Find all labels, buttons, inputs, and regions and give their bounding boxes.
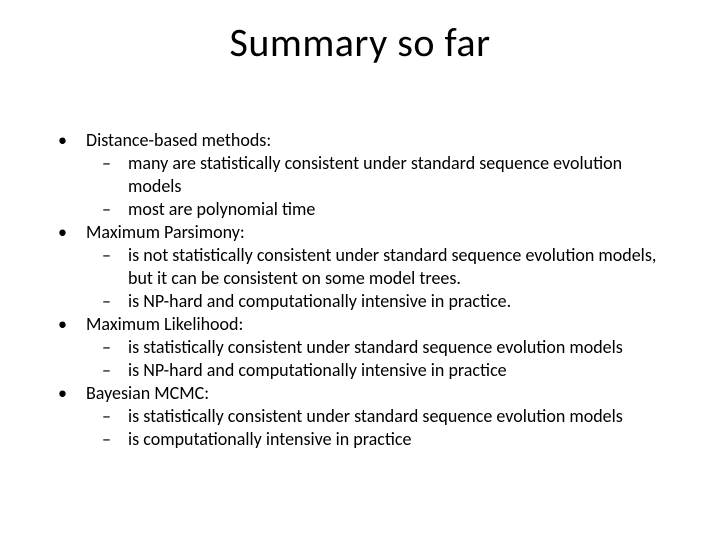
bullet-label: Bayesian MCMC: <box>86 382 670 405</box>
bullet-marker-icon: • <box>58 221 86 244</box>
sub-bullet-label: is statistically consistent under standa… <box>128 336 670 359</box>
sub-bullet-marker-icon: – <box>102 198 128 221</box>
bullet-label: Distance-based methods: <box>86 129 670 152</box>
sub-bullet-item: – is statistically consistent under stan… <box>58 336 670 359</box>
bullet-label: Maximum Parsimony: <box>86 221 670 244</box>
content-body: • Distance-based methods: – many are sta… <box>40 129 680 451</box>
sub-bullet-marker-icon: – <box>102 336 128 359</box>
bullet-marker-icon: • <box>58 382 86 405</box>
sub-bullet-label: most are polynomial time <box>128 198 670 221</box>
sub-bullet-label: is computationally intensive in practice <box>128 428 670 451</box>
sub-bullet-label: is statistically consistent under standa… <box>128 405 670 428</box>
sub-bullet-marker-icon: – <box>102 152 128 175</box>
slide: Summary so far • Distance-based methods:… <box>0 0 720 540</box>
sub-bullet-marker-icon: – <box>102 405 128 428</box>
slide-title: Summary so far <box>40 18 680 67</box>
sub-bullet-label: many are statistically consistent under … <box>128 152 670 198</box>
sub-bullet-marker-icon: – <box>102 290 128 313</box>
bullet-item: • Maximum Parsimony: <box>58 221 670 244</box>
sub-bullet-item: – is computationally intensive in practi… <box>58 428 670 451</box>
bullet-marker-icon: • <box>58 313 86 336</box>
sub-bullet-item: – is not statistically consistent under … <box>58 244 670 290</box>
bullet-item: • Distance-based methods: <box>58 129 670 152</box>
sub-bullet-marker-icon: – <box>102 428 128 451</box>
bullet-marker-icon: • <box>58 129 86 152</box>
sub-bullet-label: is NP-hard and computationally intensive… <box>128 359 670 382</box>
sub-bullet-label: is NP-hard and computationally intensive… <box>128 290 670 313</box>
sub-bullet-item: – is NP-hard and computationally intensi… <box>58 359 670 382</box>
sub-bullet-item: – many are statistically consistent unde… <box>58 152 670 198</box>
sub-bullet-label: is not statistically consistent under st… <box>128 244 670 290</box>
bullet-item: • Maximum Likelihood: <box>58 313 670 336</box>
sub-bullet-marker-icon: – <box>102 359 128 382</box>
sub-bullet-marker-icon: – <box>102 244 128 267</box>
bullet-item: • Bayesian MCMC: <box>58 382 670 405</box>
sub-bullet-item: – is NP-hard and computationally intensi… <box>58 290 670 313</box>
sub-bullet-item: – is statistically consistent under stan… <box>58 405 670 428</box>
sub-bullet-item: – most are polynomial time <box>58 198 670 221</box>
bullet-label: Maximum Likelihood: <box>86 313 670 336</box>
